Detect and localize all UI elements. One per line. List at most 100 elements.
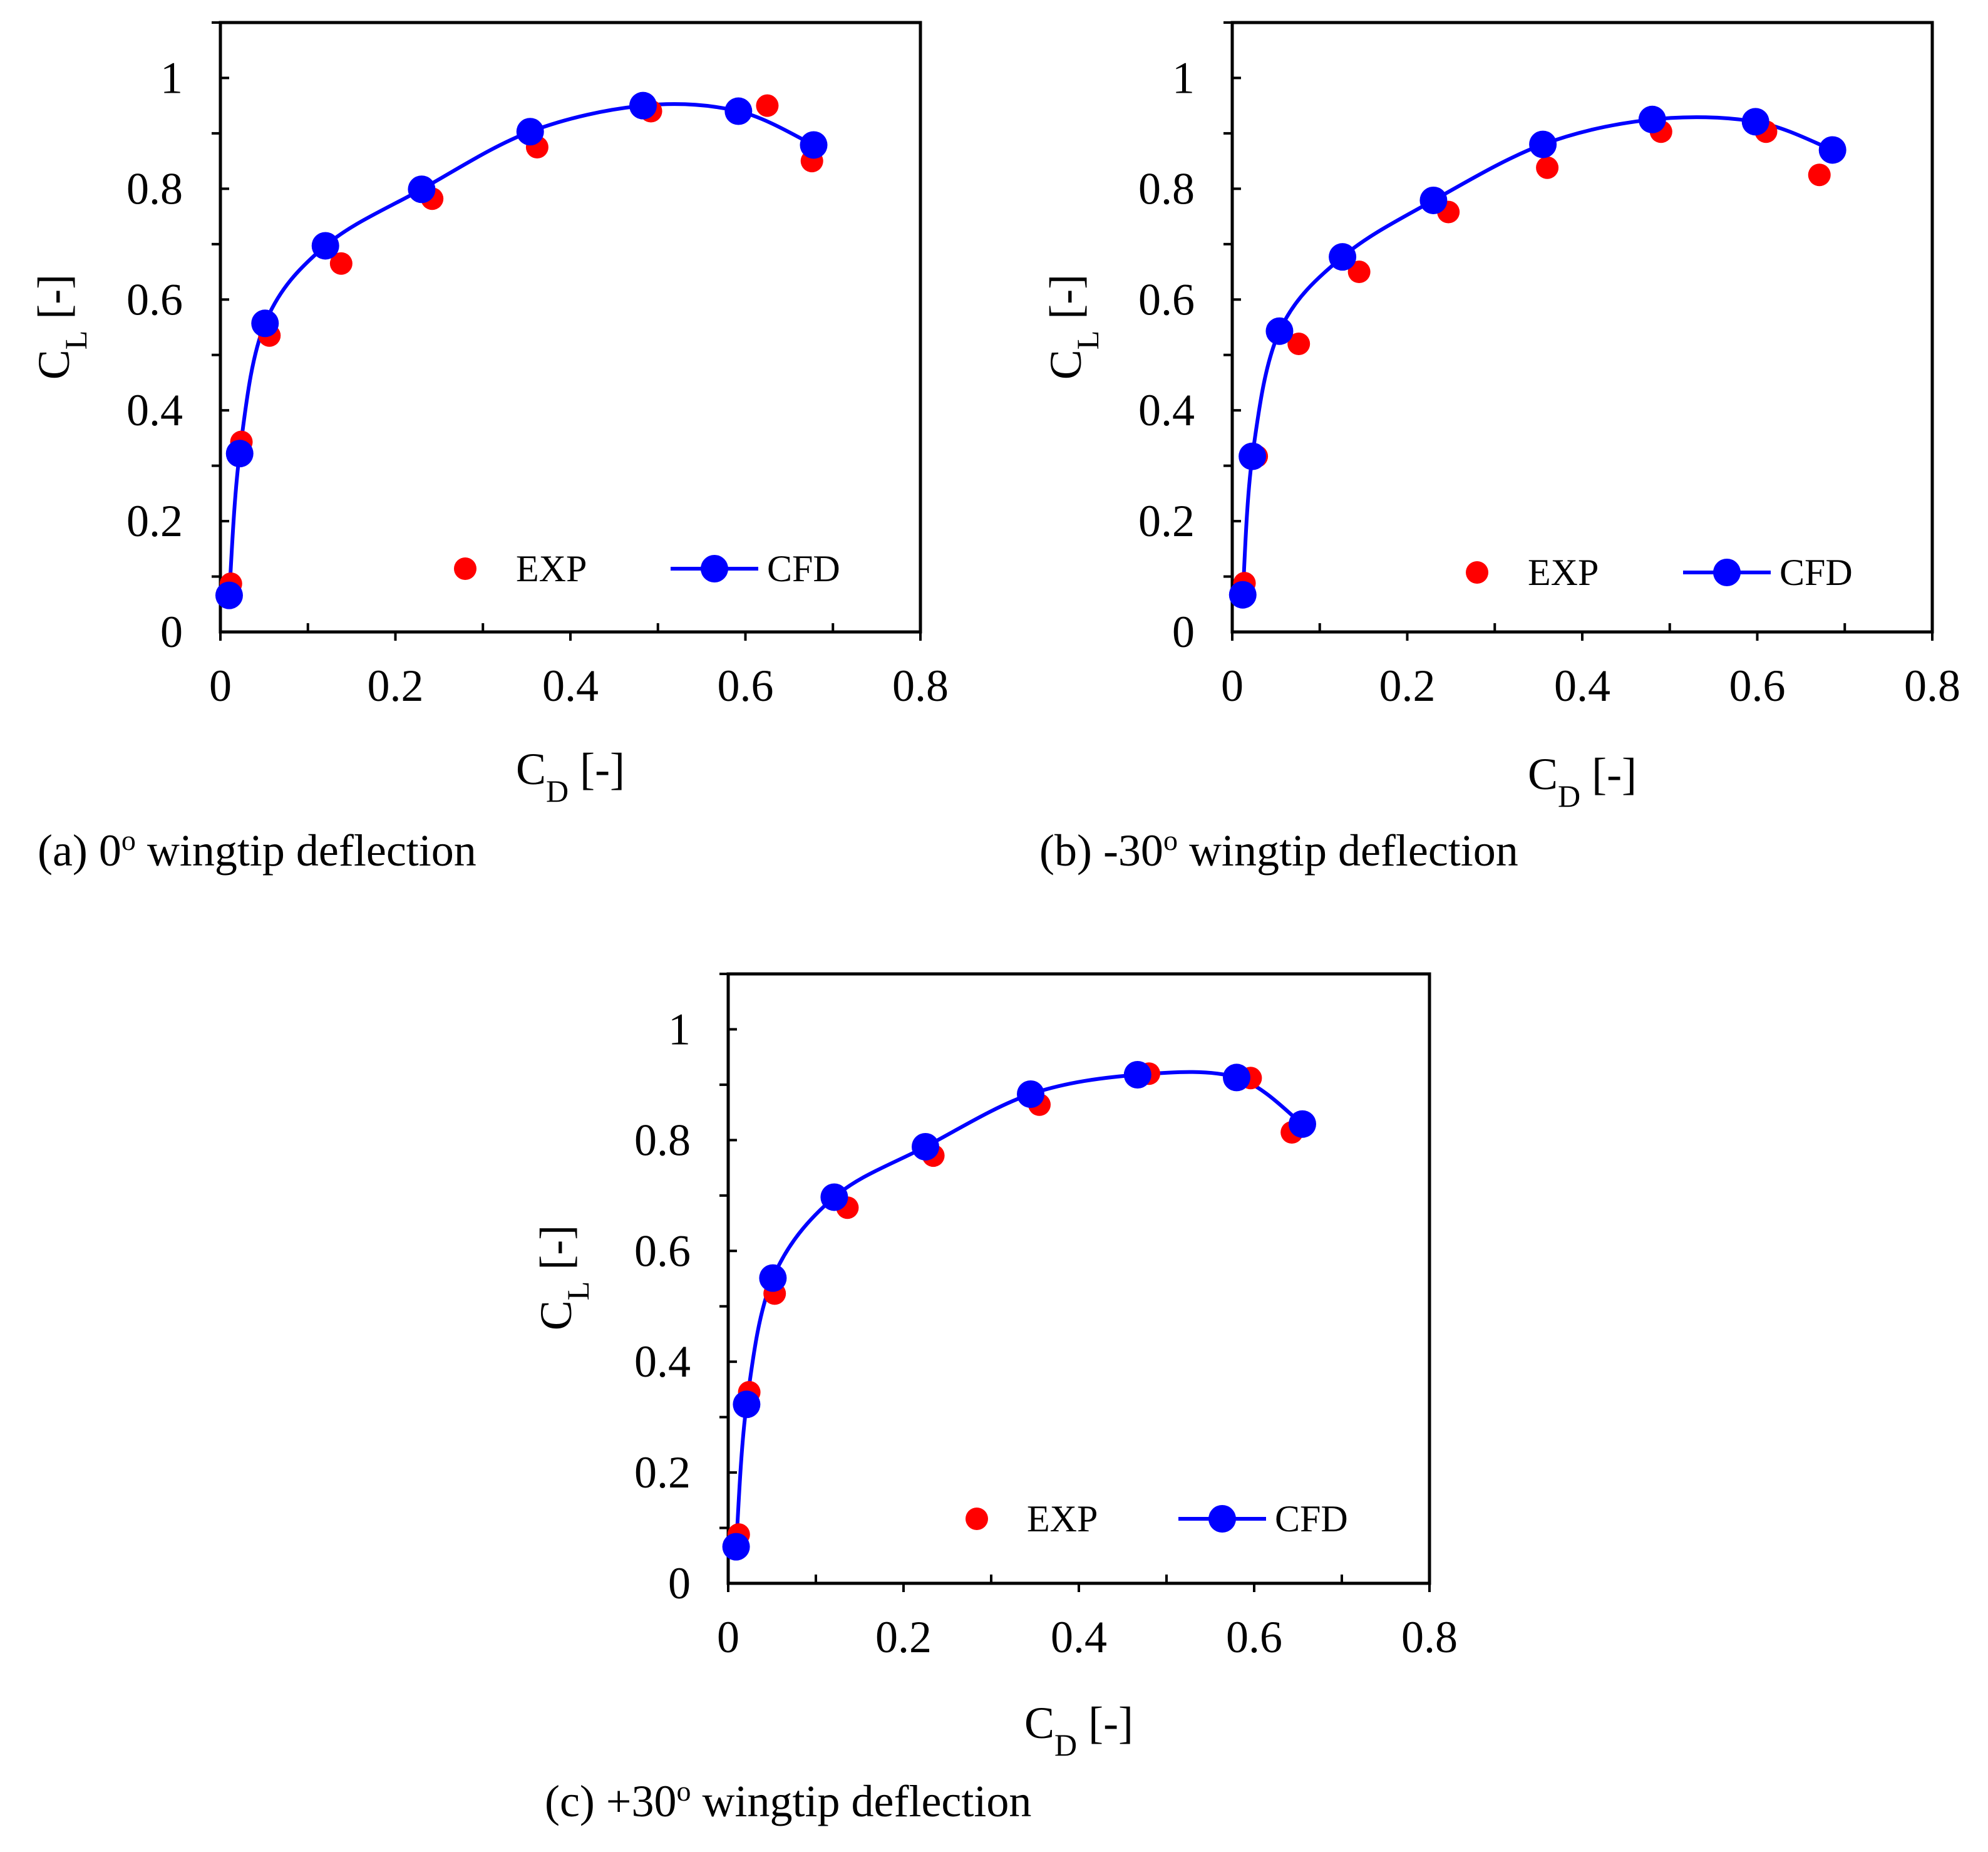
x-tick-labels: 0 0.2 0.4 0.6 0.8 (1221, 661, 1960, 711)
y-tick-label: 0.4 (126, 385, 183, 435)
panel-caption: (b) -30o wingtip deflection (1039, 824, 1518, 876)
cfd-point (1123, 1060, 1151, 1089)
cfd-point (251, 309, 279, 338)
cfd-series (722, 1060, 1316, 1561)
cfd-point (1265, 317, 1294, 345)
cfd-point (1329, 243, 1357, 271)
exp-point (756, 94, 779, 117)
x-tick-label: 0.4 (1051, 1612, 1107, 1662)
cfd-series (215, 91, 828, 609)
y-tick-label: 0.8 (634, 1115, 691, 1165)
y-tick-label: 0.6 (1138, 274, 1195, 324)
cfd-point (408, 175, 436, 204)
panel-b: 0 0.2 0.4 0.6 0.8 0 0.2 0.4 0.6 0.8 1 EXP CFD CD … (1039, 21, 1960, 876)
x-tick-label: 0.2 (368, 661, 424, 711)
cfd-line (1240, 115, 1833, 595)
y-tick-labels: 0 0.2 0.4 0.6 0.8 1 (634, 1004, 691, 1608)
cfd-point (820, 1183, 848, 1211)
x-tick-marks (1231, 623, 1934, 641)
cfd-point (1741, 108, 1769, 136)
cfd-point (1223, 1063, 1250, 1092)
x-tick-label: 0.8 (1401, 1612, 1458, 1662)
y-tick-label: 0.8 (1138, 163, 1195, 214)
exp-point (1808, 163, 1831, 187)
y-tick-label: 0.4 (1138, 385, 1195, 435)
y-tick-marks (719, 973, 737, 1585)
plot-frame (726, 972, 1431, 1585)
legend: EXP CFD (454, 548, 840, 589)
x-tick-marks (219, 623, 922, 641)
exp-series (219, 94, 823, 596)
x-tick-label: 0.8 (892, 661, 949, 711)
cfd-point (1818, 136, 1846, 164)
plot-frame (219, 21, 922, 634)
cfd-point (1419, 186, 1448, 214)
y-tick-labels: 0 0.2 0.4 0.6 0.8 1 (1138, 53, 1195, 657)
x-axis-label: CD [-] (516, 744, 625, 809)
y-tick-label: 0 (160, 607, 183, 657)
legend-cfd-marker (701, 555, 728, 582)
legend-cfd-label: CFD (1779, 552, 1853, 593)
x-tick-labels: 0 0.2 0.4 0.6 0.8 (209, 661, 949, 711)
cfd-point (516, 118, 544, 146)
cfd-point (800, 131, 828, 159)
x-tick-label: 0.4 (542, 661, 599, 711)
x-tick-label: 0.4 (1554, 661, 1610, 711)
legend-cfd-label: CFD (767, 548, 840, 589)
cfd-point (1529, 130, 1557, 158)
cfd-point (311, 232, 339, 260)
y-tick-labels: 0 0.2 0.4 0.6 0.8 1 (126, 53, 183, 657)
cfd-point (759, 1264, 787, 1292)
y-tick-marks (212, 21, 229, 633)
y-axis-label: CL [-] (29, 274, 93, 380)
exp-point (1536, 156, 1559, 179)
x-axis-label: CD [-] (1528, 749, 1637, 814)
panel-a: 0 0.2 0.4 0.6 0.8 0 0.2 0.4 0.6 0.8 1 EXP CFD CD … (29, 21, 949, 876)
legend-exp-label: EXP (1027, 1498, 1098, 1539)
x-tick-label: 0 (717, 1612, 739, 1662)
x-tick-marks (727, 1575, 1431, 1592)
cfd-point (629, 91, 657, 120)
cfd-point (733, 1390, 761, 1419)
legend-cfd-marker (1208, 1505, 1236, 1533)
cfd-point (1638, 105, 1666, 133)
y-tick-label: 0.2 (634, 1447, 691, 1498)
x-tick-label: 0.2 (1379, 661, 1436, 711)
x-axis-label: CD [-] (1024, 1698, 1133, 1762)
legend: EXP CFD (966, 1498, 1348, 1539)
exp-series (1233, 120, 1831, 595)
cfd-point (724, 97, 753, 125)
cfd-curve (1240, 115, 1833, 595)
cfd-series (1228, 105, 1846, 609)
y-axis-label: CL [-] (1041, 274, 1105, 380)
cfd-point (912, 1132, 939, 1161)
cfd-line (734, 1070, 1304, 1547)
legend-exp-label: EXP (1528, 552, 1599, 593)
x-tick-label: 0 (1221, 661, 1244, 711)
x-tick-label: 0.2 (875, 1612, 932, 1662)
cfd-line (227, 102, 815, 596)
legend-exp-marker (454, 557, 476, 580)
cfd-point (1289, 1110, 1316, 1138)
cfd-point (1239, 442, 1267, 470)
panel-c: 0 0.2 0.4 0.6 0.8 0 0.2 0.4 0.6 0.8 1 EXP CFD CD … (531, 972, 1458, 1826)
x-tick-label: 0.6 (1226, 1612, 1282, 1662)
y-tick-label: 1 (1172, 53, 1195, 103)
cfd-point (1017, 1080, 1044, 1108)
exp-series (727, 1062, 1304, 1546)
legend-cfd-label: CFD (1275, 1498, 1348, 1539)
legend-exp-marker (966, 1508, 988, 1530)
cfd-curve (734, 1070, 1304, 1547)
exp-point (1347, 261, 1371, 284)
exp-point (329, 252, 353, 275)
y-axis-label: CL [-] (531, 1225, 595, 1331)
legend-cfd-marker (1713, 559, 1741, 586)
cfd-curve (227, 102, 815, 596)
panel-caption: (a) 0o wingtip deflection (38, 824, 476, 876)
y-tick-label: 1 (160, 53, 183, 103)
y-tick-label: 0 (668, 1558, 691, 1608)
x-tick-label: 0.8 (1904, 661, 1960, 711)
x-tick-labels: 0 0.2 0.4 0.6 0.8 (717, 1612, 1458, 1662)
legend: EXP CFD (1466, 552, 1853, 593)
